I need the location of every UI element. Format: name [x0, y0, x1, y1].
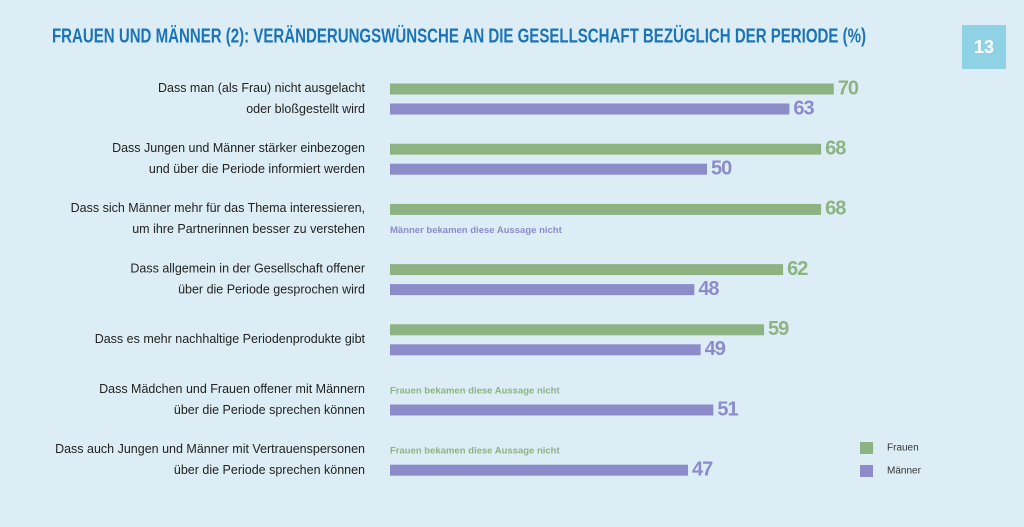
value-label: 68: [825, 198, 846, 220]
category-label: Dass allgemein in der Gesellschaft offen…: [130, 261, 365, 275]
value-label: 62: [787, 258, 808, 280]
legend-swatch: [860, 465, 873, 477]
value-label: 48: [698, 278, 719, 300]
bar: [390, 324, 765, 336]
category-label: Dass sich Männer mehr für das Thema inte…: [71, 201, 365, 215]
category-label: um ihre Partnerinnen besser zu verstehen: [132, 222, 365, 236]
annotation: Frauen bekamen diese Aussage nicht: [390, 446, 560, 457]
annotation: Männer bekamen diese Aussage nicht: [390, 225, 563, 236]
bar: [390, 264, 784, 276]
value-label: 47: [692, 458, 713, 480]
bar: [390, 203, 822, 215]
category-label: Dass Mädchen und Frauen offener mit Männ…: [99, 382, 365, 396]
value-label: 63: [793, 97, 814, 119]
category-label: Dass auch Jungen und Männer mit Vertraue…: [55, 442, 365, 456]
value-label: 50: [711, 157, 732, 179]
bar: [390, 284, 695, 296]
category-label: und über die Periode informiert werden: [149, 162, 365, 176]
category-label: über die Periode sprechen können: [174, 463, 365, 477]
bar: [390, 143, 822, 155]
value-label: 49: [705, 338, 726, 360]
bar: [390, 404, 714, 416]
value-label: 51: [717, 398, 738, 420]
value-label: 68: [825, 137, 846, 159]
category-label: oder bloßgestellt wird: [246, 102, 365, 116]
category-label: Dass Jungen und Männer stärker einbezoge…: [112, 141, 365, 155]
bar: [390, 103, 790, 115]
value-label: 59: [768, 318, 789, 340]
page-number-box: [962, 25, 1006, 69]
category-label: über die Periode gesprochen wird: [178, 282, 365, 296]
bar: [390, 163, 707, 175]
bar: [390, 344, 701, 356]
legend-label: Frauen: [887, 443, 919, 454]
bar: [390, 83, 834, 95]
value-label: 70: [838, 77, 859, 99]
bar: [390, 464, 688, 476]
chart-title: FRAUEN UND MÄNNER (2): VERÄNDERUNGSWÜNSC…: [52, 24, 866, 47]
category-label: über die Periode sprechen können: [174, 403, 365, 417]
page-number: 13: [974, 37, 994, 57]
annotation: Frauen bekamen diese Aussage nicht: [390, 386, 560, 397]
category-label: Dass man (als Frau) nicht ausgelacht: [158, 81, 366, 95]
legend-label: Männer: [887, 466, 922, 477]
category-label: Dass es mehr nachhaltige Periodenprodukt…: [95, 332, 366, 346]
legend-swatch: [860, 442, 873, 454]
